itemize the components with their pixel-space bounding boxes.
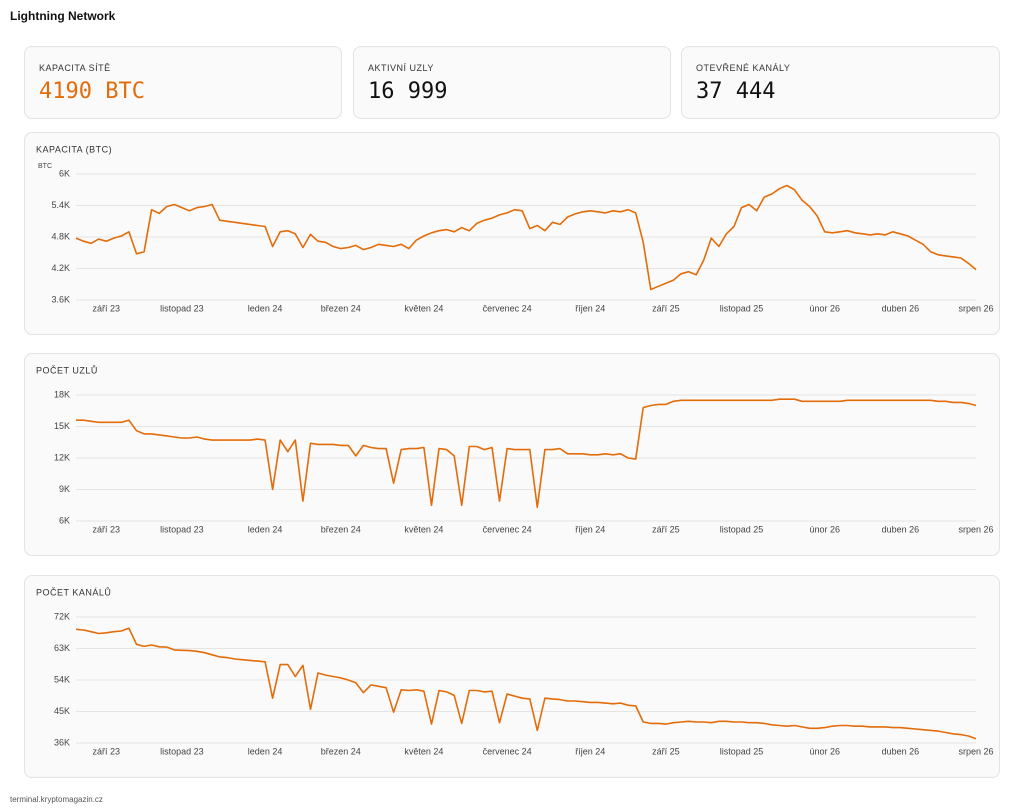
footer: terminal.kryptomagazin.cz xyxy=(10,795,103,804)
y-tick-label: 54K xyxy=(54,674,70,684)
x-tick-label: březen 24 xyxy=(321,303,361,313)
y-tick-label: 18K xyxy=(54,389,70,399)
x-tick-label: listopad 25 xyxy=(720,746,764,756)
stat-value: 16 999 xyxy=(368,79,448,104)
data-line xyxy=(76,398,977,509)
x-tick-label: duben 26 xyxy=(882,303,920,313)
x-tick-label: březen 24 xyxy=(321,524,361,534)
chart: POČET UZLŮ 6K 9K 12K 15K 18K září 23 listopad 2… xyxy=(36,364,994,534)
chart-title: POČET UZLŮ xyxy=(36,364,98,375)
data-line xyxy=(75,184,977,291)
chart: POČET KANÁLŮ 36K 45K 54K 63K 72K září 23 listop… xyxy=(36,586,994,756)
x-tick-label: duben 26 xyxy=(882,746,920,756)
x-tick-label: březen 24 xyxy=(321,746,361,756)
x-tick-label: srpen 26 xyxy=(958,746,993,756)
y-tick-label: 9K xyxy=(59,484,70,494)
x-tick-label: září 25 xyxy=(652,303,680,313)
x-tick-label: květen 24 xyxy=(404,303,443,313)
y-tick-label: 3.6K xyxy=(51,294,70,304)
x-tick-label: září 23 xyxy=(92,746,120,756)
x-tick-label: listopad 25 xyxy=(720,303,764,313)
y-tick-label: 4.2K xyxy=(51,263,70,273)
y-tick-label: 12K xyxy=(54,452,70,462)
stat-value: 4190 BTC xyxy=(39,79,145,104)
y-tick-label: 6K xyxy=(59,515,70,525)
x-tick-label: listopad 23 xyxy=(160,746,204,756)
page-title: Lightning Network xyxy=(10,9,116,23)
x-tick-label: listopad 23 xyxy=(160,524,204,534)
x-tick-label: červenec 24 xyxy=(483,746,532,756)
x-tick-label: září 25 xyxy=(652,524,680,534)
x-tick-label: srpen 26 xyxy=(958,524,993,534)
x-tick-label: leden 24 xyxy=(248,303,283,313)
y-tick-label: 5.4K xyxy=(51,200,70,210)
stat-label: OTEVŘENÉ KANÁLY xyxy=(696,63,791,73)
x-tick-label: říjen 24 xyxy=(575,524,605,534)
x-tick-label: září 23 xyxy=(92,524,120,534)
chart-panel: POČET KANÁLŮ 36K 45K 54K 63K 72K září 23 listop… xyxy=(24,575,1000,778)
y-tick-label: 36K xyxy=(54,737,70,747)
y-tick-label: 45K xyxy=(54,706,70,716)
x-tick-label: září 23 xyxy=(92,303,120,313)
stat-value: 37 444 xyxy=(696,79,776,104)
x-tick-label: květen 24 xyxy=(404,524,443,534)
stat-card: OTEVŘENÉ KANÁLY 37 444 xyxy=(681,46,1000,119)
x-tick-label: říjen 24 xyxy=(575,303,605,313)
x-tick-label: únor 26 xyxy=(809,746,840,756)
chart: KAPACITA (BTC) BTC 3.6K 4.2K 4.8K 5.4K 6K září … xyxy=(36,144,994,313)
x-tick-label: listopad 23 xyxy=(160,303,204,313)
x-tick-label: říjen 24 xyxy=(575,746,605,756)
y-tick-label: 6K xyxy=(59,168,70,178)
stat-card: KAPACITA SÍTĚ 4190 BTC xyxy=(24,46,342,119)
chart-title: POČET KANÁLŮ xyxy=(36,586,111,597)
x-tick-label: červenec 24 xyxy=(483,303,532,313)
y-tick-label: 63K xyxy=(54,643,70,653)
x-tick-label: leden 24 xyxy=(248,746,283,756)
chart-title: KAPACITA (BTC) xyxy=(36,144,112,154)
x-tick-label: leden 24 xyxy=(248,524,283,534)
x-tick-label: září 25 xyxy=(652,746,680,756)
data-line xyxy=(75,627,977,740)
x-tick-label: srpen 26 xyxy=(958,303,993,313)
x-tick-label: květen 24 xyxy=(404,746,443,756)
chart-panel: KAPACITA (BTC) BTC 3.6K 4.2K 4.8K 5.4K 6K září … xyxy=(24,132,1000,335)
x-tick-label: duben 26 xyxy=(882,524,920,534)
x-tick-label: listopad 25 xyxy=(720,524,764,534)
stat-label: AKTIVNÍ UZLY xyxy=(368,63,434,73)
x-tick-label: únor 26 xyxy=(809,303,840,313)
x-tick-label: červenec 24 xyxy=(483,524,532,534)
stat-card: AKTIVNÍ UZLY 16 999 xyxy=(353,46,671,119)
y-tick-label: 4.8K xyxy=(51,231,70,241)
y-tick-label: 15K xyxy=(54,421,70,431)
chart-panel: POČET UZLŮ 6K 9K 12K 15K 18K září 23 listopad 2… xyxy=(24,353,1000,556)
stat-label: KAPACITA SÍTĚ xyxy=(39,63,111,73)
x-tick-label: únor 26 xyxy=(809,524,840,534)
y-tick-label: 72K xyxy=(54,611,70,621)
y-axis-label: BTC xyxy=(38,163,52,170)
